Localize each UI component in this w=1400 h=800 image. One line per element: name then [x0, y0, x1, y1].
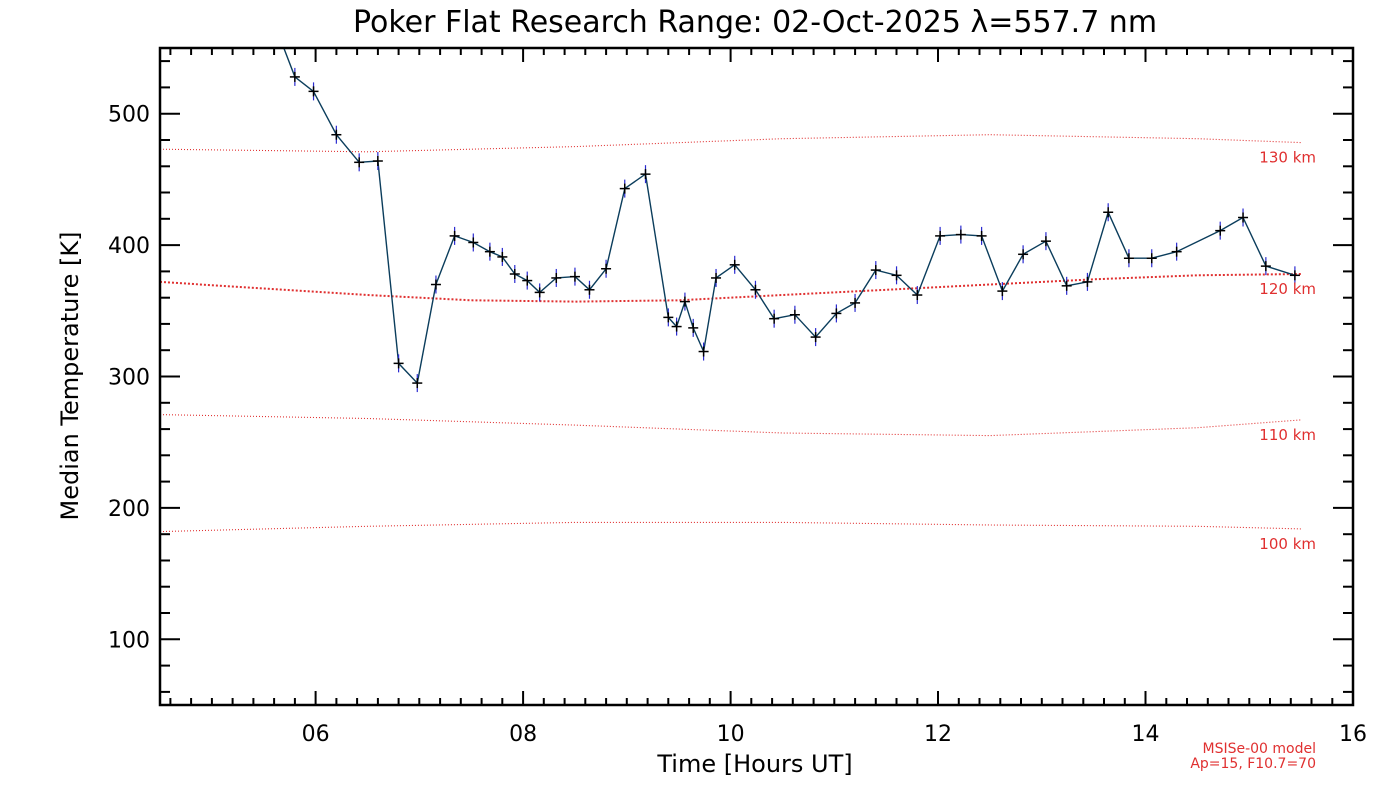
data-point: [449, 226, 460, 245]
data-point: [663, 308, 674, 327]
model-curve-label: 100 km: [1259, 535, 1316, 553]
model-curve-120-km: [160, 273, 1302, 303]
temperature-series: [283, 48, 1300, 393]
x-tick-label: 06: [302, 722, 330, 747]
y-tick-label: 300: [108, 366, 150, 391]
data-point: [912, 286, 923, 305]
data-point: [789, 305, 800, 324]
data-point: [810, 328, 821, 347]
data-point: [976, 226, 987, 245]
data-point: [331, 125, 342, 144]
x-tick-label: 12: [924, 722, 952, 747]
data-point: [484, 242, 495, 261]
data-point: [1171, 242, 1182, 261]
data-point: [679, 292, 690, 311]
data-point: [769, 309, 780, 328]
data-point: [522, 271, 533, 290]
data-point: [308, 82, 319, 101]
model-curve-130-km: [160, 134, 1302, 153]
x-tick-label: 10: [717, 722, 745, 747]
data-point: [468, 233, 479, 252]
data-point: [1215, 221, 1226, 240]
y-tick-label: 500: [108, 103, 150, 128]
data-point: [393, 354, 404, 373]
data-point: [1146, 249, 1157, 268]
data-point: [891, 266, 902, 285]
y-axis-label: Median Temperature [K]: [56, 231, 84, 520]
data-point: [601, 259, 612, 278]
y-axis-ticks: 100 200 300 400 500: [108, 60, 1353, 693]
data-point: [1260, 257, 1271, 276]
y-tick-label: 200: [108, 497, 150, 522]
data-point: [584, 280, 595, 299]
model-curve-label: 110 km: [1259, 426, 1316, 444]
data-point: [569, 267, 580, 286]
model-note-params: Ap=15, F10.7=70: [1190, 756, 1316, 772]
data-point: [1238, 208, 1249, 227]
data-point: [1082, 272, 1093, 291]
x-tick-label: 16: [1339, 722, 1367, 747]
series-line: [283, 48, 1296, 385]
data-point: [1123, 249, 1134, 268]
data-point: [688, 318, 699, 337]
data-point: [430, 275, 441, 294]
data-point: [534, 283, 545, 302]
y-tick-label: 100: [108, 628, 150, 653]
data-point: [955, 225, 966, 244]
data-point: [870, 261, 881, 280]
data-point: [509, 265, 520, 284]
data-point: [619, 179, 630, 198]
data-point: [750, 280, 761, 299]
data-point: [497, 247, 508, 266]
model-curve-110-km: [160, 414, 1302, 437]
data-point: [850, 293, 861, 312]
data-point: [831, 304, 842, 323]
y-tick-label: 400: [108, 234, 150, 259]
chart-title: Poker Flat Research Range: 02-Oct-2025 λ…: [353, 5, 1157, 40]
model-note-name: MSISe-00 model: [1202, 741, 1316, 757]
data-point: [1040, 232, 1051, 251]
data-point: [372, 152, 383, 171]
model-curves: [160, 134, 1302, 533]
data-point: [935, 226, 946, 245]
model-curve-label: 120 km: [1259, 280, 1316, 298]
x-axis-label: Time [Hours UT]: [656, 750, 852, 778]
data-point: [671, 317, 682, 336]
x-tick-label: 14: [1132, 722, 1160, 747]
data-point: [640, 165, 651, 184]
data-point: [551, 268, 562, 287]
data-point: [289, 67, 300, 86]
data-point: [1061, 276, 1072, 295]
model-curve-100-km: [160, 521, 1302, 533]
data-point: [354, 153, 365, 172]
model-curve-label: 130 km: [1259, 149, 1316, 167]
data-point: [412, 374, 423, 393]
data-point: [711, 268, 722, 287]
data-point: [997, 282, 1008, 301]
data-point: [1289, 266, 1300, 285]
data-point: [1018, 245, 1029, 264]
x-tick-label: 08: [509, 722, 537, 747]
data-point: [1103, 203, 1114, 222]
x-axis-ticks: 06 08 10 12 14 16: [169, 48, 1367, 747]
data-point: [698, 342, 709, 361]
plot-frame: [158, 46, 1355, 707]
data-point: [729, 255, 740, 274]
